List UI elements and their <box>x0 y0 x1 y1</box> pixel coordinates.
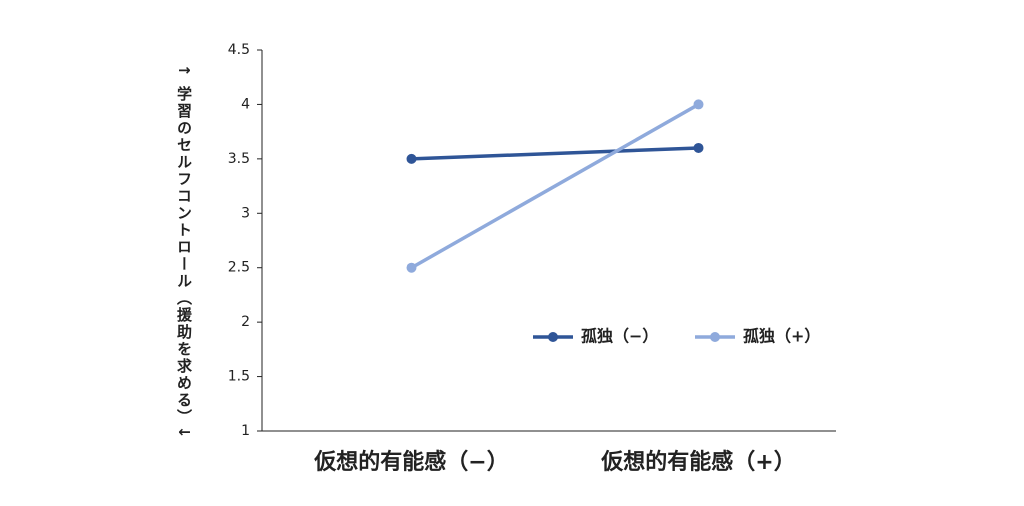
x-tick-label: 仮想的有能感（−） <box>313 449 508 475</box>
y-tick-label: 1.5 <box>228 369 250 385</box>
y-tick-label: 1 <box>241 423 250 439</box>
y-tick-label: 4.5 <box>228 42 250 58</box>
series-line <box>411 146 699 161</box>
legend-marker <box>710 332 720 342</box>
data-point <box>406 153 417 164</box>
x-tick-label: 仮想的有能感（+） <box>600 449 795 475</box>
y-axis-label: ↑ 学習のセルフコントロール（援助を求める）↓ <box>175 64 193 441</box>
data-point <box>693 142 704 153</box>
y-tick-label: 3 <box>241 205 250 221</box>
y-tick-label: 4 <box>241 96 250 112</box>
legend-label: 孤独（+） <box>743 327 820 346</box>
data-point <box>693 99 704 110</box>
y-tick-label: 2.5 <box>228 260 250 276</box>
legend-label: 孤独（−） <box>581 327 658 346</box>
legend-marker <box>548 332 558 342</box>
data-point <box>406 262 417 273</box>
series-line <box>410 102 700 270</box>
y-tick-label: 2 <box>241 314 250 330</box>
y-tick-label: 3.5 <box>228 151 250 167</box>
